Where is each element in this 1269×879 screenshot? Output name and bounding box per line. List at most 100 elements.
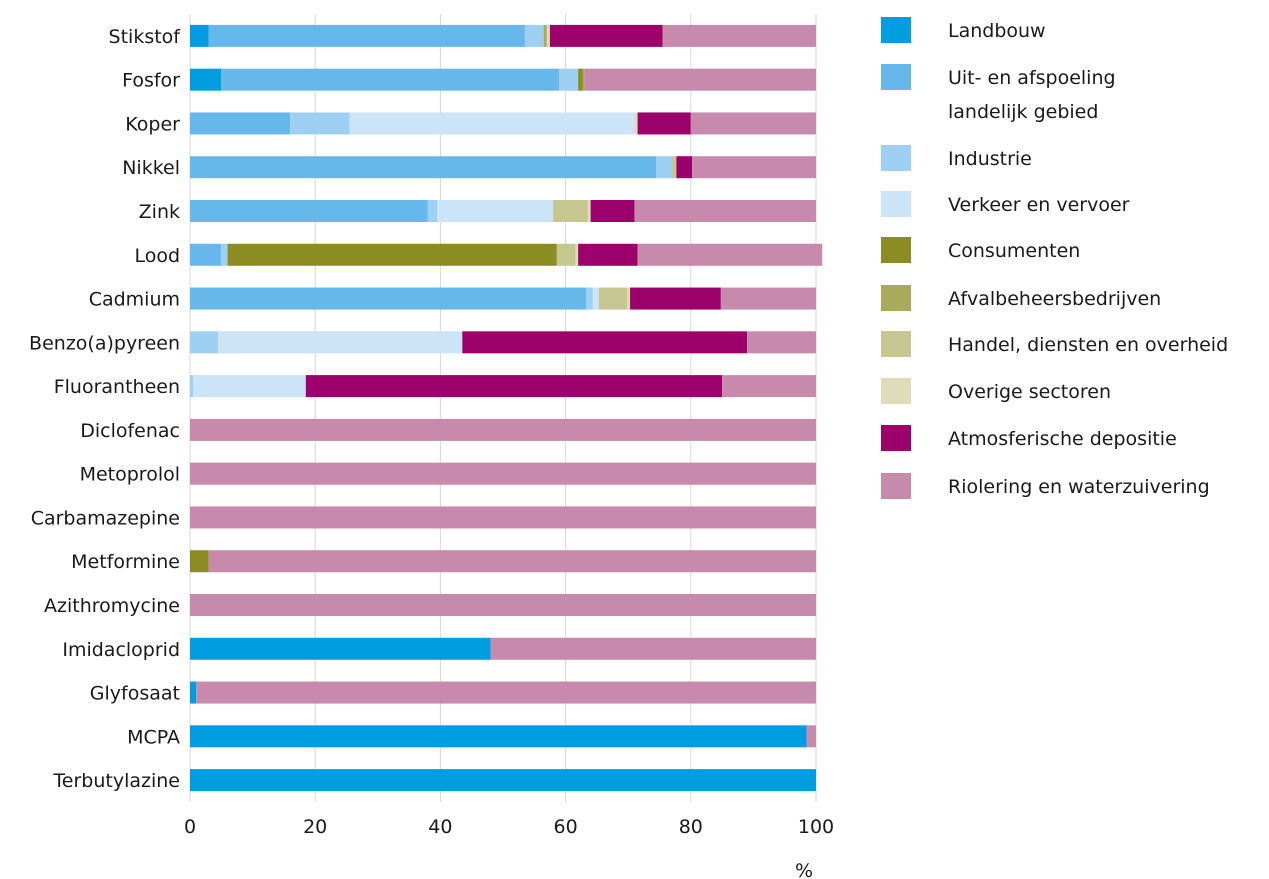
legend-item: Consumenten [881, 237, 1080, 263]
legend-label: Overige sectoren [948, 381, 1111, 403]
bar-segment [190, 112, 291, 135]
category-label: Metoprolol [80, 464, 180, 486]
bar-segment [722, 375, 816, 398]
bar-segment [637, 243, 823, 266]
bar-segment [637, 112, 691, 135]
bar-segment [584, 68, 816, 91]
bar-segment [349, 112, 635, 135]
legend-swatch [881, 191, 911, 217]
legend-item: Atmosferische depositie [881, 425, 1177, 451]
bar-segment [208, 24, 525, 47]
bar-segment [578, 68, 583, 91]
bar-segment [190, 24, 209, 47]
category-label: Glyfosaat [90, 683, 180, 705]
bar-segment [590, 200, 635, 222]
x-axis-ticks: 0 20 40 60 80 100 [184, 816, 834, 838]
legend-label: Handel, diensten en overheid [948, 334, 1228, 356]
bar-segment [524, 24, 544, 47]
bar-segment [190, 68, 222, 91]
category-label: Benzo(a)pyreen [29, 332, 180, 354]
category-label: Terbutylazine [52, 770, 180, 792]
bar-segment [221, 68, 560, 91]
legend-label: Atmosferische depositie [948, 428, 1177, 450]
bar-segment [218, 331, 463, 354]
bar-segment [747, 331, 816, 354]
legend-label: Afvalbeheersbedrijven [948, 288, 1161, 310]
bar-segment [546, 24, 550, 47]
bar-segment [720, 287, 816, 310]
legend-swatch [881, 285, 911, 311]
category-label: Lood [134, 245, 180, 267]
bar-segment [190, 769, 816, 792]
bar-segment [575, 243, 579, 266]
legend-label: Uit- en afspoeling landelijk gebied [948, 67, 1116, 123]
bar-segment [634, 112, 638, 135]
bar-segment [190, 462, 816, 485]
bar-segment [598, 287, 627, 310]
category-label: Fosfor [122, 70, 180, 92]
bar-segment [427, 200, 438, 222]
category-label: Carbamazepine [31, 507, 180, 529]
bar-segment [190, 594, 816, 616]
bar-segment [806, 725, 816, 748]
bar-segment [672, 156, 677, 179]
bar-segment [190, 375, 194, 398]
bar-segment [190, 200, 428, 222]
legend: Landbouw Uit- en afspoeling landelijk gebi… [881, 17, 1228, 499]
bar-segment [582, 68, 585, 91]
bar-segment [190, 550, 209, 573]
legend-swatch [881, 473, 911, 499]
category-label: Stikstof [109, 26, 182, 48]
category-label: Cadmium [89, 289, 180, 311]
bar-segment [190, 506, 816, 529]
bar-segment [543, 24, 547, 47]
bar-segment [592, 287, 599, 310]
legend-swatch [881, 237, 911, 263]
bar-segment [586, 287, 593, 310]
category-label: Metformine [71, 551, 180, 573]
bar-segment [549, 24, 663, 47]
bar-segment [290, 112, 350, 135]
legend-swatch [881, 64, 911, 90]
bar-segment [559, 68, 579, 91]
bar-segment [490, 637, 816, 660]
x-tick-label: 20 [303, 816, 327, 838]
category-label: Fluorantheen [54, 376, 180, 398]
bars [190, 24, 823, 792]
category-label: Azithromycine [44, 595, 180, 617]
bar-segment [190, 331, 219, 354]
legend-item: Landbouw [881, 17, 1046, 43]
bar-segment [556, 243, 576, 266]
category-label: Diclofenac [80, 420, 180, 442]
x-axis-unit-label: % [795, 860, 813, 879]
bar-segment [208, 550, 816, 573]
legend-label: Landbouw [948, 20, 1046, 42]
gridlines [189, 14, 817, 802]
bar-segment [190, 725, 807, 748]
bar-segment [227, 243, 557, 266]
category-label: Koper [125, 113, 180, 135]
legend-swatch [881, 378, 911, 404]
legend-item: Afvalbeheersbedrijven [881, 285, 1161, 311]
bar-segment [221, 243, 228, 266]
category-label: MCPA [127, 726, 180, 748]
legend-item: Overige sectoren [881, 378, 1111, 404]
legend-item: Verkeer en vervoer [881, 191, 1130, 217]
legend-label: Industrie [948, 148, 1032, 170]
bar-segment [630, 287, 721, 310]
bar-segment [190, 418, 816, 441]
legend-label: Consumenten [948, 240, 1080, 262]
x-tick-label: 80 [679, 816, 703, 838]
bar-segment [662, 24, 816, 47]
category-label: Imidacloprid [62, 639, 180, 661]
bar-segment [462, 331, 748, 354]
bar-segment [190, 243, 222, 266]
bar-segment [305, 375, 723, 398]
legend-label: Riolering en waterzuivering [948, 476, 1210, 498]
category-label: Nikkel [122, 157, 180, 179]
bar-segment [690, 112, 816, 135]
bar-segment [634, 200, 816, 222]
bar-segment [553, 200, 588, 222]
bar-segment [656, 156, 673, 179]
legend-swatch [881, 17, 911, 43]
